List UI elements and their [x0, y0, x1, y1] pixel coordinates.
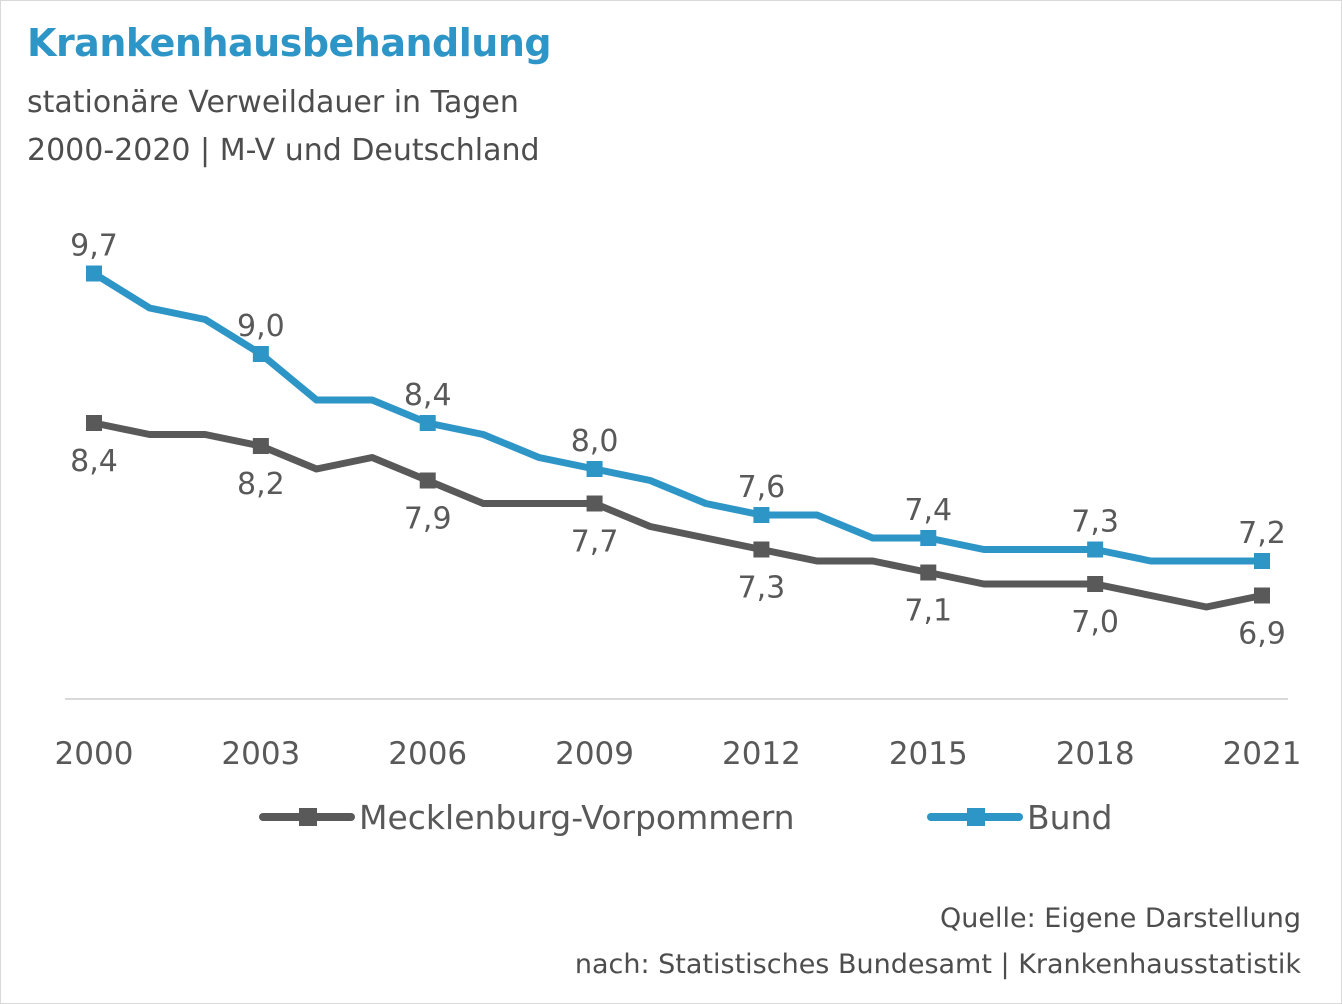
- x-tick-label-2012: 2012: [722, 736, 801, 772]
- series-1-data-label-2006: 8,4: [404, 378, 452, 413]
- series-1-marker-2015: [920, 530, 937, 546]
- series-0-marker-2021: [1254, 587, 1270, 604]
- series-0-marker-2009: [586, 495, 603, 512]
- series-0-marker-2015: [920, 564, 937, 581]
- series-0-marker-2006: [419, 472, 436, 489]
- series-1-marker-2021: [1254, 553, 1270, 569]
- series-0-marker-2003: [252, 438, 269, 454]
- series-1-data-label-2018: 7,3: [1071, 505, 1119, 540]
- series-line-0: [90, 419, 1266, 611]
- series-0-marker-2000: [86, 415, 102, 431]
- legend-marker-0: [299, 808, 317, 826]
- series-1-data-label-2003: 9,0: [237, 309, 285, 344]
- x-tick-label-2021: 2021: [1223, 736, 1302, 772]
- chart-subtitle-2: 2000-2020 | M-V und Deutschland: [27, 133, 540, 168]
- x-tick-label-2003: 2003: [221, 736, 300, 772]
- x-tick-label-2018: 2018: [1056, 736, 1135, 772]
- series-1-marker-2012: [753, 507, 770, 523]
- series-0-data-label-2015: 7,1: [904, 594, 952, 629]
- source-note-2: nach: Statistisches Bundesamt | Krankenh…: [574, 949, 1301, 980]
- chart-subtitle-1: stationäre Verweildauer in Tagen: [27, 85, 519, 120]
- series-line-1: [90, 270, 1266, 565]
- series-1-marker-2018: [1087, 541, 1104, 558]
- x-tick-label-2015: 2015: [889, 736, 968, 772]
- legend-marker-1: [967, 808, 985, 826]
- x-tick-label-2000: 2000: [55, 736, 134, 772]
- series-1-data-label-2009: 8,0: [571, 424, 619, 459]
- series-0-data-label-2009: 7,7: [571, 525, 619, 560]
- series-0-data-label-2018: 7,0: [1071, 605, 1119, 640]
- series-0-data-label-2000: 8,4: [70, 444, 118, 479]
- series-1-data-label-2015: 7,4: [904, 493, 952, 528]
- series-1-marker-2000: [86, 265, 102, 282]
- series-1-marker-2003: [252, 346, 269, 362]
- source-note-1: Quelle: Eigene Darstellung: [940, 903, 1301, 934]
- series-1-data-label-2021: 7,2: [1238, 516, 1286, 551]
- series-0-marker-2018: [1087, 576, 1104, 592]
- series-0-data-label-2012: 7,3: [738, 571, 786, 606]
- series-0-marker-2012: [753, 541, 770, 558]
- chart-title: Krankenhausbehandlung: [27, 21, 552, 65]
- series-1-data-label-2000: 9,7: [70, 229, 118, 264]
- x-tick-label-2006: 2006: [388, 736, 467, 772]
- series-1-marker-2009: [586, 461, 603, 477]
- series-0-data-label-2003: 8,2: [237, 467, 285, 502]
- series-0-data-label-2021: 6,9: [1238, 617, 1286, 652]
- series-1-marker-2006: [419, 415, 436, 431]
- series-0-data-label-2006: 7,9: [404, 502, 452, 537]
- legend-label-1: Bund: [1027, 798, 1112, 837]
- x-tick-label-2009: 2009: [555, 736, 634, 772]
- legend-label-0: Mecklenburg-Vorpommern: [359, 798, 795, 837]
- series-1-data-label-2012: 7,6: [738, 470, 786, 505]
